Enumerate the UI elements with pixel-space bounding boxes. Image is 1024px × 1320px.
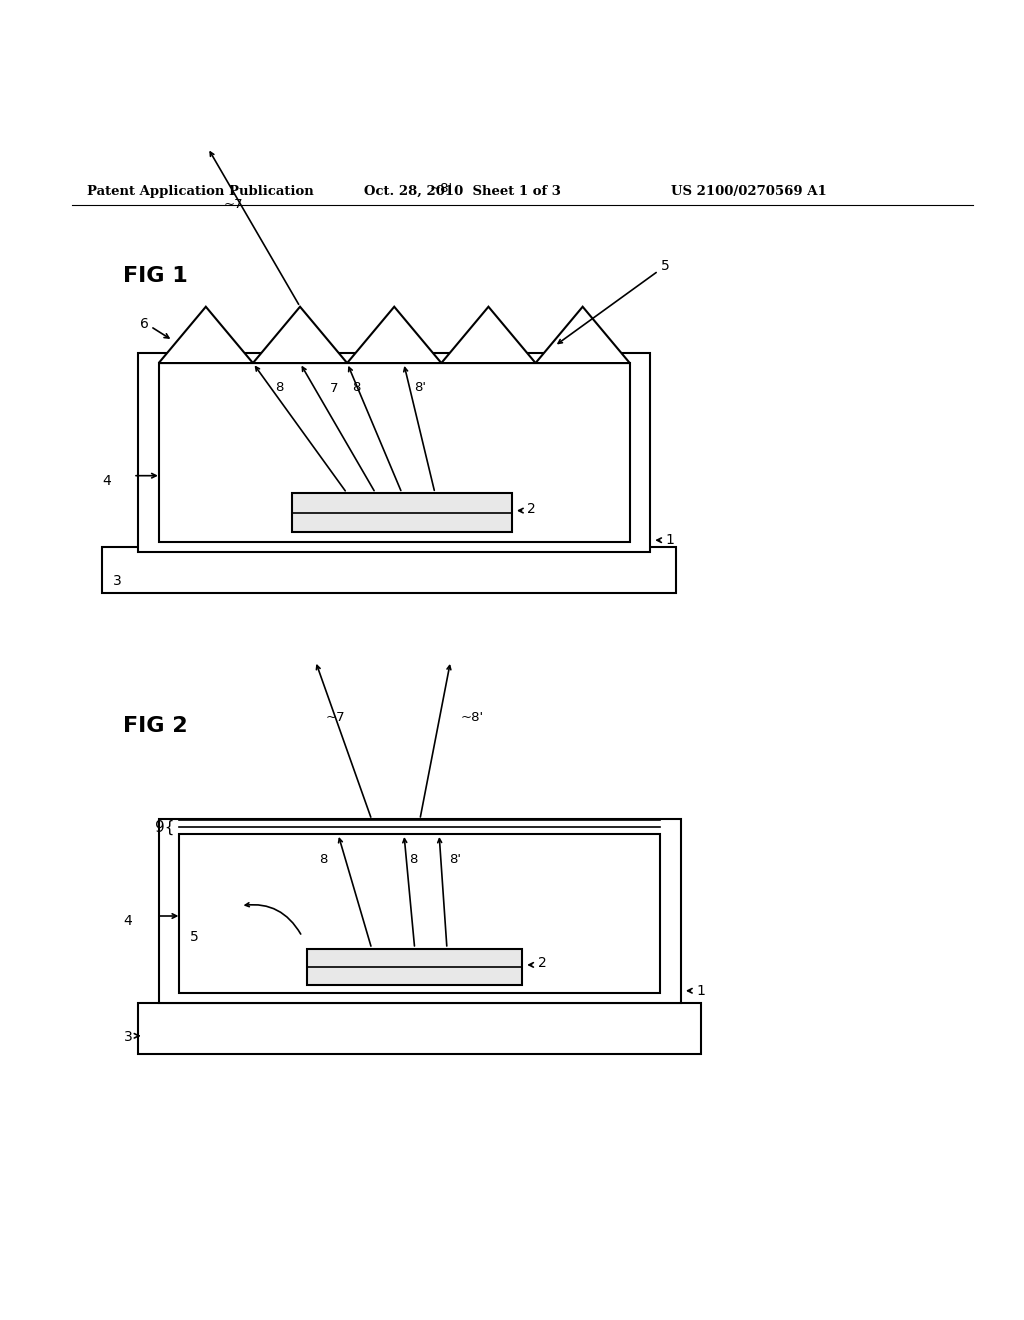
Text: 8: 8 [275, 381, 284, 395]
Bar [138, 1003, 701, 1055]
Text: 8: 8 [352, 381, 360, 395]
Text: US 2100/0270569 A1: US 2100/0270569 A1 [671, 185, 826, 198]
Text: ~8': ~8' [430, 182, 454, 195]
Text: ~8': ~8' [461, 711, 484, 723]
Bar [307, 949, 522, 985]
Bar [159, 818, 681, 1003]
Polygon shape [441, 306, 536, 363]
Text: 4: 4 [102, 474, 112, 488]
Text: 6: 6 [139, 317, 148, 330]
Text: 8: 8 [409, 853, 418, 866]
Text: 5: 5 [660, 259, 670, 273]
Text: 2: 2 [538, 956, 547, 970]
Polygon shape [253, 306, 347, 363]
Text: 3: 3 [113, 574, 122, 589]
Text: 7: 7 [330, 383, 339, 395]
Polygon shape [536, 306, 630, 363]
Polygon shape [159, 306, 253, 363]
Polygon shape [347, 306, 441, 363]
Text: 3: 3 [124, 1030, 133, 1044]
Text: 8': 8' [450, 853, 462, 866]
Text: 2: 2 [527, 502, 537, 516]
Text: Patent Application Publication: Patent Application Publication [87, 185, 313, 198]
Text: 9{: 9{ [155, 820, 174, 834]
Text: Oct. 28, 2010  Sheet 1 of 3: Oct. 28, 2010 Sheet 1 of 3 [364, 185, 560, 198]
Text: 1: 1 [666, 533, 675, 548]
Text: 8': 8' [414, 381, 426, 395]
Text: ~7: ~7 [223, 198, 243, 211]
Bar [138, 352, 650, 553]
Bar [179, 834, 660, 993]
Text: FIG 1: FIG 1 [123, 265, 187, 285]
Text: 8: 8 [319, 853, 328, 866]
Bar [102, 548, 676, 594]
Text: 4: 4 [123, 915, 132, 928]
Text: 1: 1 [696, 983, 706, 998]
Bar [159, 363, 630, 543]
Text: FIG 2: FIG 2 [123, 717, 187, 737]
Text: ~7: ~7 [326, 711, 345, 723]
Text: 5: 5 [189, 929, 199, 944]
Bar [292, 494, 512, 532]
